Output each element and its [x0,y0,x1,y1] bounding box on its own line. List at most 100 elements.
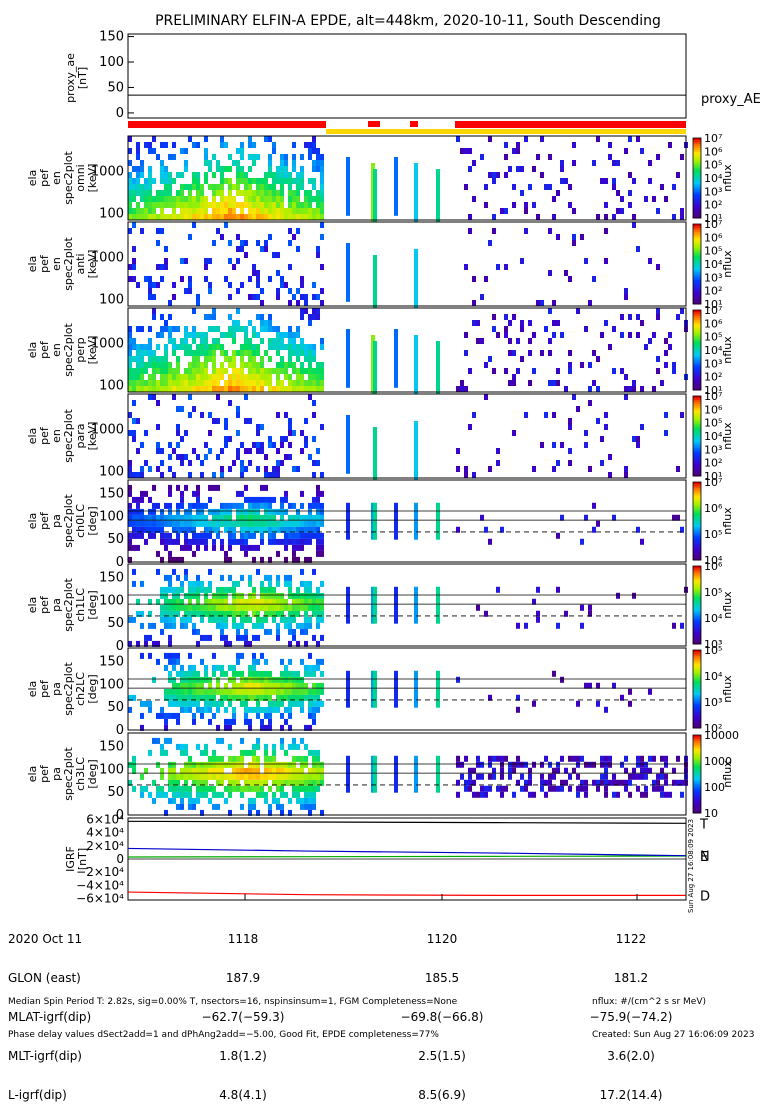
colorbar-cell [693,614,701,618]
spectrogram-cell [308,362,312,368]
colorbar-cell [693,182,701,185]
spectrogram-cell [256,276,260,282]
spectrogram-cell [280,676,284,683]
spectrogram-cell [624,472,628,478]
spectrogram-cell [240,616,244,623]
spectrogram-cell [132,374,136,380]
spectrogram-cell [316,520,320,527]
colorbar-cell [693,388,701,391]
spectrogram-cell [196,791,200,798]
spectrogram-cell [500,208,504,214]
spectrogram-cell [188,604,192,611]
ylabel-line: ela [26,597,39,614]
spectrogram-cell [184,773,188,780]
spectrogram-cell [316,688,320,695]
spectrogram-cell [268,166,272,172]
spectrogram-cell [168,490,172,497]
spectrogram-cell [288,332,292,338]
spectrogram-cell [184,743,188,750]
spectrogram-cell [156,380,160,386]
spectrogram-cell [268,724,272,731]
spectrogram-cell [284,214,288,220]
colorbar-title: nflux [721,336,734,364]
spectrogram-cell [212,670,216,677]
spectrogram-cell [472,472,476,478]
spectrogram-cell [300,694,304,701]
spectrogram-cell [268,276,272,282]
spectrogram-cell [636,246,640,252]
spectrogram-cell [304,350,308,356]
spectrogram-cell [288,586,292,593]
spectrogram-cell [148,142,152,148]
spectrogram-cell [276,767,280,774]
spectrogram-cell [264,178,268,184]
spectrogram-cell [248,136,252,142]
colorbar-cell [693,716,701,719]
tick-glon: 185.5 [424,971,460,985]
spectrogram-cell [220,616,224,623]
spectrogram-cell [320,508,324,515]
spectrogram-cell [312,592,316,599]
spectrogram-cell [164,610,168,617]
spectrogram-cell [312,688,316,695]
colorbar-cell [693,722,701,725]
spectrogram-cell [488,538,492,545]
spectrogram-cell [140,184,144,190]
spectrogram-cell [604,767,608,774]
tick-l: 4.8(4.1) [219,1088,267,1102]
spectrogram-cell [296,700,300,707]
spectrogram-cell [236,184,240,190]
spectrogram-cell [456,448,460,454]
spectrogram-cell [256,568,260,575]
ylabel-line: [keV] [86,250,99,279]
spectrogram-cell [212,520,216,527]
spectrogram-cell [140,785,144,792]
spectrogram-cell [628,202,632,208]
spectrogram-cell [604,178,608,184]
spectrogram-cell [228,202,232,208]
spectrogram-cell [476,773,480,780]
spectrogram-cell [316,502,320,509]
spectrogram-cell [568,424,572,430]
spectrogram-cell [212,785,216,792]
spectrogram-cell [508,773,512,780]
spectrogram-cell [220,767,224,774]
spectrogram-cell [140,208,144,214]
spectrogram-cell [128,338,132,344]
colorbar-tick-label: 10² [704,371,722,384]
spectrogram-cell [268,190,272,196]
colorbar-cell [693,358,701,361]
spectrogram-cell [204,258,208,264]
spectrogram-cell [260,380,264,386]
spectrogram-cell [256,809,260,816]
spectrogram-cell [476,338,480,344]
spectrogram-cell [316,785,320,792]
spectrogram-cell [552,670,556,677]
colorbar-cell [693,515,701,518]
spectrogram-cell [152,282,156,288]
spectrogram-cell [584,514,588,521]
spectrogram-cell [652,196,656,202]
spectrogram-cell [144,178,148,184]
spectrogram-cell [164,320,168,326]
spectrogram-cell [208,184,212,190]
yaxis-tick-label: 50 [107,785,124,800]
spectrogram-cell [156,214,160,220]
spectrogram-cell [260,442,264,448]
spectrogram-cell [264,172,268,178]
colorbar-tick-label: 10⁷ [704,218,722,231]
spectrogram-cell [144,190,148,196]
spectrogram-cell [276,190,280,196]
spectrogram-cell [456,136,460,142]
spectrogram-cell [200,502,204,509]
spectrogram-cell [636,761,640,768]
spectrogram-cell [220,214,224,220]
spectrogram-cell [232,682,236,689]
colorbar-cell [693,608,701,612]
spectrogram-cell [200,532,204,539]
igrf-tick-label: 0 [116,852,124,866]
spectrogram-cell [268,472,272,478]
proxy-ae-tick: 150 [99,30,124,45]
colorbar-tick-label: 10¹ [704,470,722,483]
spectrogram-cell [216,803,220,810]
